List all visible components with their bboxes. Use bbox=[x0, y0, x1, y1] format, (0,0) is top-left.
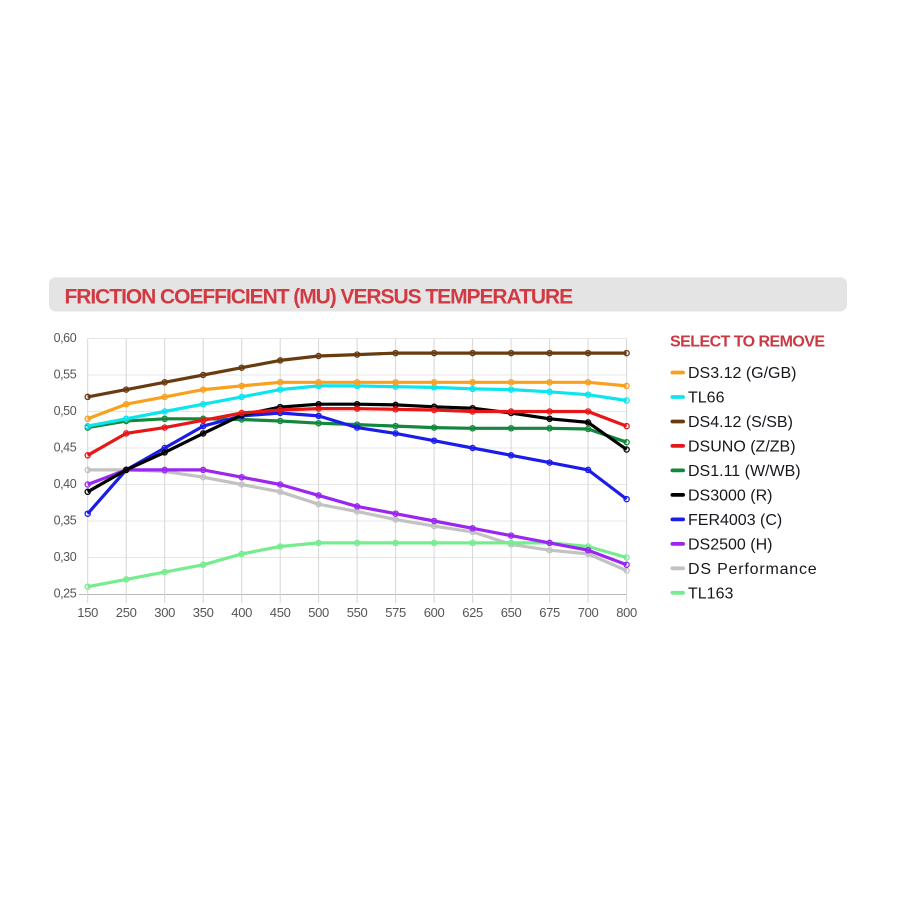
svg-text:TL163: TL163 bbox=[688, 586, 733, 603]
svg-text:0,55: 0,55 bbox=[54, 368, 77, 382]
svg-text:450: 450 bbox=[270, 605, 291, 620]
svg-text:FER4003 (C): FER4003 (C) bbox=[688, 512, 782, 529]
svg-text:TL66: TL66 bbox=[688, 390, 725, 407]
svg-text:550: 550 bbox=[347, 605, 368, 620]
svg-text:150: 150 bbox=[77, 605, 98, 620]
svg-text:350: 350 bbox=[193, 605, 214, 620]
svg-text:0,45: 0,45 bbox=[54, 441, 77, 455]
svg-text:500: 500 bbox=[308, 605, 329, 620]
svg-text:DS3000 (R): DS3000 (R) bbox=[688, 488, 772, 505]
svg-text:250: 250 bbox=[116, 605, 137, 620]
svg-text:0,50: 0,50 bbox=[54, 404, 77, 418]
svg-text:DSUNO (Z/ZB): DSUNO (Z/ZB) bbox=[688, 439, 796, 456]
svg-text:800: 800 bbox=[616, 605, 637, 620]
svg-text:DS1.11 (W/WB): DS1.11 (W/WB) bbox=[688, 463, 801, 480]
svg-text:600: 600 bbox=[424, 605, 445, 620]
svg-text:0,30: 0,30 bbox=[54, 550, 77, 564]
svg-text:0,25: 0,25 bbox=[54, 587, 77, 601]
svg-text:575: 575 bbox=[385, 605, 406, 620]
svg-text:675: 675 bbox=[539, 605, 560, 620]
svg-text:400: 400 bbox=[231, 605, 252, 620]
svg-text:700: 700 bbox=[578, 605, 599, 620]
svg-text:DS4.12 (S/SB): DS4.12 (S/SB) bbox=[688, 414, 793, 431]
svg-text:650: 650 bbox=[501, 605, 522, 620]
svg-text:DS2500 (H): DS2500 (H) bbox=[688, 537, 772, 554]
svg-text:0,35: 0,35 bbox=[54, 514, 77, 528]
svg-text:DS Performance: DS Performance bbox=[688, 561, 817, 578]
svg-text:0,40: 0,40 bbox=[54, 477, 77, 491]
svg-text:DS3.12 (G/GB): DS3.12 (G/GB) bbox=[688, 365, 796, 382]
svg-text:300: 300 bbox=[154, 605, 175, 620]
svg-text:FRICTION COEFFICIENT (MU) VERS: FRICTION COEFFICIENT (MU) VERSUS TEMPERA… bbox=[65, 286, 574, 309]
svg-text:0,60: 0,60 bbox=[54, 331, 77, 345]
svg-text:SELECT TO REMOVE: SELECT TO REMOVE bbox=[670, 334, 825, 351]
svg-text:625: 625 bbox=[462, 605, 483, 620]
